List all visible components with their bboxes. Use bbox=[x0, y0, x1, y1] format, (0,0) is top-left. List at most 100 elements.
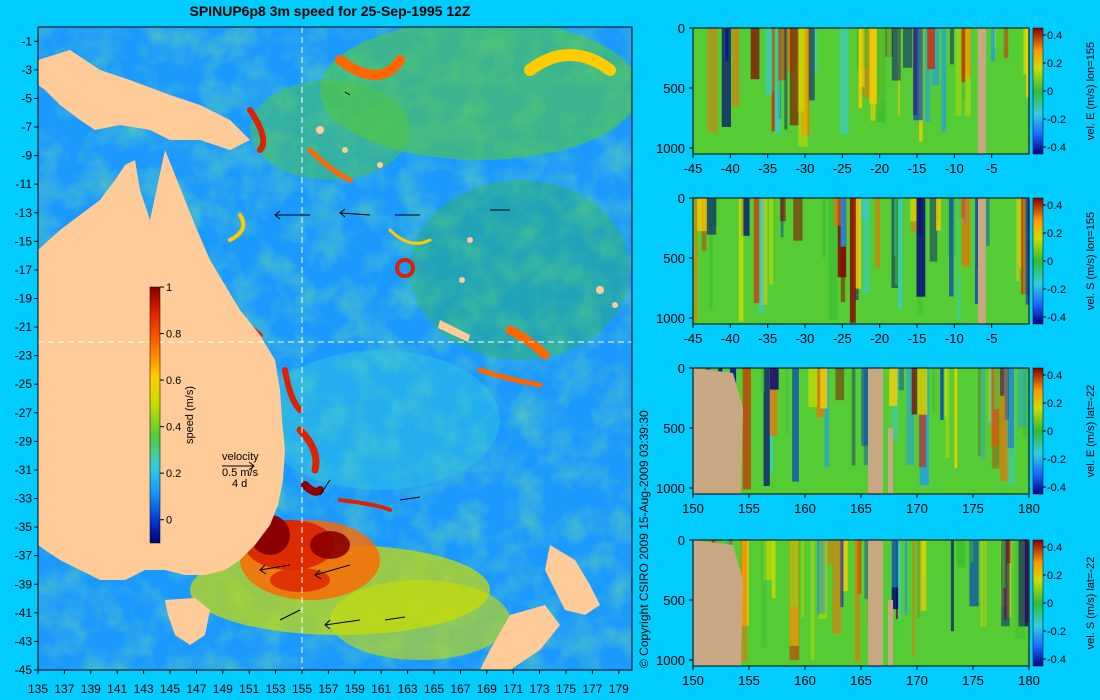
section-streak bbox=[862, 28, 873, 98]
section-x-tick-label: 175 bbox=[962, 673, 984, 688]
map-x-tick-label: 155 bbox=[292, 682, 312, 696]
section-streak bbox=[769, 368, 779, 390]
section-streak bbox=[996, 540, 1004, 635]
section-colorbar bbox=[1032, 539, 1044, 667]
map-x-tick-label: 149 bbox=[213, 682, 233, 696]
section-streak bbox=[1002, 540, 1006, 588]
section-land bbox=[693, 540, 743, 666]
section-x-tick-label: 170 bbox=[906, 501, 928, 516]
section-streak bbox=[1004, 368, 1010, 420]
section-colorbar-tick-label: 0.4 bbox=[1047, 542, 1062, 554]
section-land bbox=[888, 428, 893, 494]
section-x-tick-label: 180 bbox=[1018, 501, 1040, 516]
map-y-tick-label: -17 bbox=[15, 263, 33, 277]
section-colorbar-tick-label: 0 bbox=[1047, 598, 1053, 610]
tasmania bbox=[165, 598, 210, 645]
section-streak bbox=[940, 368, 944, 420]
section-streak bbox=[861, 368, 869, 446]
section-colorbar-tick-label: -0.2 bbox=[1047, 454, 1066, 466]
section-colorbar-tick-label: -0.4 bbox=[1047, 654, 1066, 666]
map-x-tick-label: 175 bbox=[556, 682, 576, 696]
section-x-tick-label: 170 bbox=[906, 673, 928, 688]
map-y-tick-label: -39 bbox=[15, 577, 33, 591]
section-field bbox=[693, 368, 1029, 494]
section-streak bbox=[833, 198, 843, 226]
section-streak bbox=[991, 368, 1000, 469]
section-x-tick-label: 155 bbox=[738, 673, 760, 688]
section-streak bbox=[818, 540, 828, 619]
map-y-tick-label: -9 bbox=[21, 149, 32, 163]
map-y-tick-label: -31 bbox=[15, 463, 33, 477]
section-streak bbox=[738, 198, 744, 322]
section-streak bbox=[721, 28, 732, 127]
section-streak bbox=[851, 368, 856, 466]
section-streak bbox=[993, 540, 998, 609]
map-x-tick-label: 137 bbox=[54, 682, 74, 696]
section-streak bbox=[979, 368, 986, 461]
section-land bbox=[978, 198, 986, 324]
section-colorbar-tick-label: 0 bbox=[1047, 86, 1053, 98]
section-streak bbox=[753, 198, 761, 304]
section-land bbox=[978, 28, 986, 154]
speed-map: 1 0.8 0.6 0.4 0.2 0 speed (m/s) velocity 0.5 … bbox=[15, 26, 633, 696]
section-streak bbox=[932, 368, 935, 412]
section-streak bbox=[913, 28, 923, 121]
section-streak bbox=[903, 28, 913, 68]
section-colorbar-tick-label: 0.2 bbox=[1047, 570, 1062, 582]
section-streak bbox=[898, 198, 903, 310]
section-streak bbox=[761, 368, 765, 393]
section-colorbar-tick-label: -0.2 bbox=[1047, 284, 1066, 296]
section-x-tick-label: -15 bbox=[908, 331, 927, 346]
map-x-tick-label: 177 bbox=[582, 682, 602, 696]
section-streak bbox=[862, 198, 870, 295]
map-x-tick-label: 139 bbox=[81, 682, 101, 696]
section-panel-4: 150 155 160 165 170 175 180 0 500 1000 0.4 0.2 0 -0.2… bbox=[656, 533, 1097, 688]
section-streak bbox=[824, 368, 829, 468]
section-streak bbox=[1015, 540, 1025, 640]
section-streak bbox=[839, 28, 849, 135]
section-streak bbox=[1005, 540, 1011, 564]
velocity-arrows bbox=[259, 91, 510, 630]
map-x-tick-label: 153 bbox=[266, 682, 286, 696]
speed-colorbar-label: speed (m/s) bbox=[184, 386, 196, 444]
section-streak bbox=[780, 198, 786, 222]
section-streak bbox=[941, 28, 947, 133]
section-streak bbox=[976, 368, 982, 490]
section-streak bbox=[784, 28, 788, 130]
section-streak bbox=[898, 368, 904, 391]
section-streak bbox=[911, 368, 918, 415]
section-streak bbox=[834, 368, 838, 444]
velocity-key-arrow bbox=[222, 461, 255, 471]
map-y-tick-label: -41 bbox=[15, 606, 33, 620]
section-streak bbox=[1007, 368, 1016, 486]
section-y-tick-label: 500 bbox=[663, 421, 685, 436]
section-streak bbox=[929, 198, 938, 262]
map-x-tick-label: 179 bbox=[609, 682, 629, 696]
map-y-tick-label: -27 bbox=[15, 406, 33, 420]
speed-colorbar-tick-label: 0.4 bbox=[166, 422, 181, 434]
page-title: SPINUP6p8 3m speed for 25-Sep-1995 12Z bbox=[189, 3, 471, 19]
map-x-tick-label: 161 bbox=[371, 682, 391, 696]
section-streak bbox=[759, 28, 767, 147]
map-frame bbox=[37, 26, 633, 671]
section-y-tick-label: 0 bbox=[678, 21, 685, 36]
section-streak bbox=[918, 368, 927, 467]
section-streak bbox=[1021, 198, 1029, 295]
section-colorbar-tick-label: 0 bbox=[1047, 256, 1053, 268]
section-streak bbox=[774, 28, 781, 134]
small-islands bbox=[268, 126, 618, 387]
section-streak bbox=[828, 198, 838, 321]
section-streak bbox=[958, 198, 965, 219]
section-x-tick-label: 155 bbox=[738, 501, 760, 516]
section-streak bbox=[732, 28, 740, 107]
section-streak bbox=[707, 28, 718, 133]
section-streak bbox=[912, 540, 915, 657]
section-streak bbox=[778, 28, 787, 81]
section-streak bbox=[768, 198, 774, 285]
section-streak bbox=[801, 540, 804, 618]
section-colorbar-label: vel. S (m/s) lon=155 bbox=[1085, 212, 1097, 310]
section-streak bbox=[955, 368, 960, 425]
section-y-tick-label: 500 bbox=[663, 81, 685, 96]
section-colorbar-tick-label: -0.4 bbox=[1047, 142, 1066, 154]
section-streak bbox=[827, 28, 833, 149]
